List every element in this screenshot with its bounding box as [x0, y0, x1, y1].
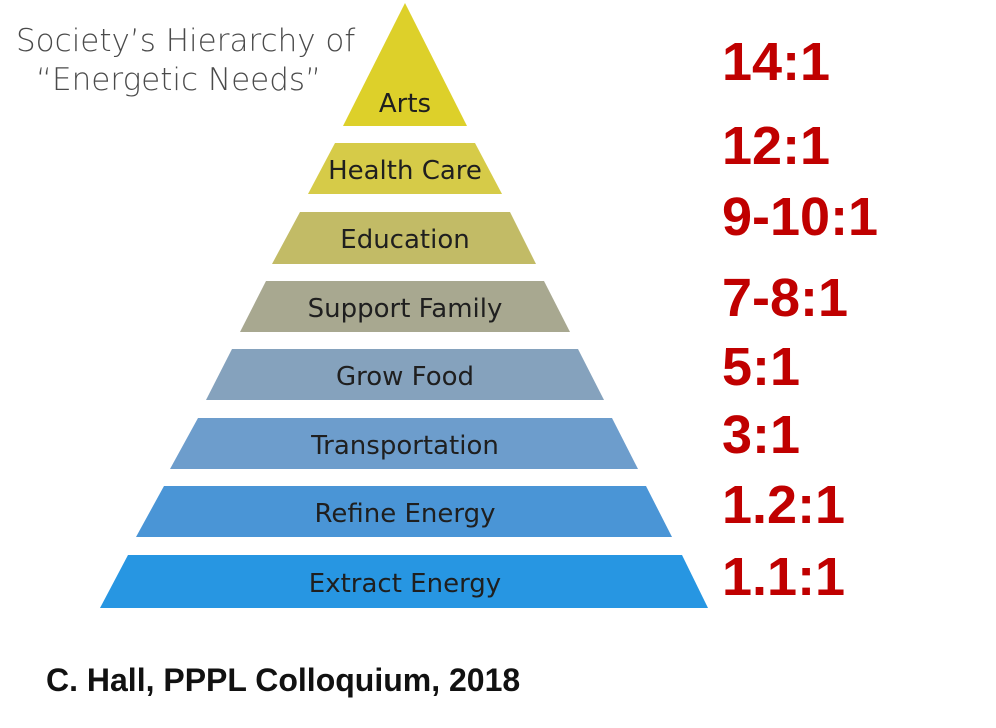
diagram-title: Society’s Hierarchy of “Energetic Needs” — [16, 22, 356, 100]
level-label-arts: Arts — [379, 89, 431, 119]
level-label-education: Education — [340, 225, 469, 255]
pyramid-level-grow-food — [206, 349, 604, 400]
ratio-grow-food: 5:1 — [722, 337, 801, 397]
pyramid-level-support-family — [240, 281, 570, 332]
level-label-transportation: Transportation — [310, 431, 499, 461]
source-credit: C. Hall, PPPL Colloquium, 2018 — [46, 662, 521, 698]
level-label-health-care: Health Care — [328, 156, 482, 186]
level-label-support-family: Support Family — [308, 294, 503, 324]
level-label-extract-energy: Extract Energy — [309, 569, 501, 599]
ratio-extract-energy: 1.1:1 — [722, 547, 846, 607]
ratio-transportation: 3:1 — [722, 405, 801, 465]
pyramid-level-refine-energy — [136, 486, 672, 537]
pyramid-level-arts — [343, 3, 467, 126]
ratio-education: 9-10:1 — [722, 187, 879, 247]
ratio-refine-energy: 1.2:1 — [722, 475, 846, 535]
level-label-grow-food: Grow Food — [336, 362, 474, 392]
level-label-refine-energy: Refine Energy — [314, 499, 495, 529]
ratio-arts: 14:1 — [722, 32, 831, 92]
pyramid-level-education — [272, 212, 536, 264]
ratio-health-care: 12:1 — [722, 116, 831, 176]
pyramid-level-extract-energy — [100, 555, 708, 608]
pyramid-level-transportation — [170, 418, 638, 469]
title-line-1: Society’s Hierarchy of — [16, 23, 356, 59]
pyramid-level-health-care — [308, 143, 502, 194]
ratio-support-family: 7-8:1 — [722, 268, 849, 328]
title-line-2: “Energetic Needs” — [36, 62, 322, 98]
